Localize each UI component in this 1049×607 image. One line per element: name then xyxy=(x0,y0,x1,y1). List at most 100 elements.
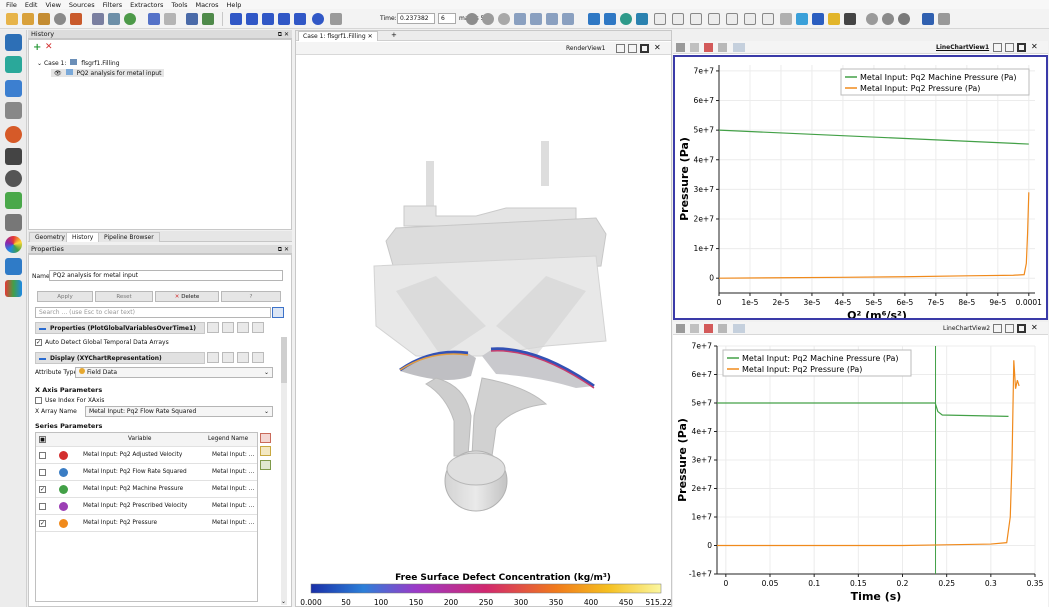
last-frame-icon[interactable] xyxy=(294,13,306,25)
animation-settings-icon[interactable] xyxy=(330,13,342,25)
tool-icon-10[interactable] xyxy=(812,13,824,25)
scrollbar-track[interactable] xyxy=(281,383,287,605)
chart-icon-2[interactable] xyxy=(672,13,684,25)
time-input[interactable]: 0.237382 xyxy=(397,13,435,24)
tool-icon-15[interactable] xyxy=(898,13,910,25)
chevron-down-icon[interactable]: ⌄ xyxy=(37,60,43,67)
tool-icon-9[interactable] xyxy=(796,13,808,25)
panel-controls-icon[interactable]: ⧉ ✕ xyxy=(277,246,289,253)
tab-history[interactable]: History xyxy=(66,232,100,242)
reset-camera-icon[interactable] xyxy=(186,13,198,25)
axis-x-icon[interactable] xyxy=(514,13,526,25)
close-icon[interactable]: ✕ xyxy=(1031,323,1038,332)
maximize-icon[interactable] xyxy=(1017,324,1026,333)
table-icon[interactable] xyxy=(5,258,22,275)
help-button[interactable]: ? xyxy=(221,291,281,302)
close-icon[interactable]: ✕ xyxy=(1031,42,1038,51)
tree-analysis-row[interactable]: 👁 PQ2 analysis for metal input xyxy=(51,69,165,77)
split-horizontal-icon[interactable] xyxy=(993,43,1002,52)
chart-option-icon[interactable] xyxy=(733,43,745,52)
filter-clip-icon[interactable] xyxy=(620,13,632,25)
chart-icon-1[interactable] xyxy=(654,13,666,25)
menu-file[interactable]: File xyxy=(6,0,17,9)
open-folder-icon[interactable] xyxy=(22,13,34,25)
graph-icon[interactable] xyxy=(5,192,22,209)
chart-option-icon[interactable] xyxy=(676,324,685,333)
chart-icon-7[interactable] xyxy=(762,13,774,25)
scrollbar-thumb[interactable] xyxy=(281,337,287,383)
split-vertical-icon[interactable] xyxy=(1005,324,1014,333)
tool-icon-13[interactable] xyxy=(866,13,878,25)
series-color-swatch[interactable] xyxy=(59,451,68,460)
series-checkbox[interactable]: ✓ xyxy=(39,486,46,493)
text-icon[interactable] xyxy=(5,214,22,231)
filter-calculator-icon[interactable] xyxy=(588,13,600,25)
scroll-down-icon[interactable]: ⌄ xyxy=(281,598,287,605)
chart-option-icon[interactable] xyxy=(718,324,727,333)
loop-icon[interactable] xyxy=(312,13,324,25)
tool-icon-17[interactable] xyxy=(938,13,950,25)
series-color-swatch[interactable] xyxy=(59,468,68,477)
copy-icon[interactable] xyxy=(207,322,219,333)
undo-icon[interactable] xyxy=(148,13,160,25)
surface-view-icon[interactable] xyxy=(482,13,494,25)
menu-sources[interactable]: Sources xyxy=(68,0,95,9)
save-defaults-icon[interactable] xyxy=(252,322,264,333)
filter-contour-icon[interactable] xyxy=(604,13,616,25)
paste-icon[interactable] xyxy=(222,352,234,363)
close-icon[interactable]: ✕ xyxy=(367,33,373,40)
display-section-header[interactable]: Display (XYChartRepresentation) xyxy=(35,352,205,364)
series-filter-icon[interactable] xyxy=(260,460,271,470)
search-input[interactable]: Search ... (use Esc to clear text) xyxy=(35,307,271,318)
series-color-swatch[interactable] xyxy=(59,519,68,528)
properties-section-header[interactable]: Properties (PlotGlobalVariablesOverTime1… xyxy=(35,322,205,334)
axis-y-icon[interactable] xyxy=(530,13,542,25)
tab-geometry[interactable]: Geometry xyxy=(29,232,71,242)
geometry-icon[interactable] xyxy=(5,34,22,51)
mesh-icon[interactable] xyxy=(5,56,22,73)
open-file-icon[interactable] xyxy=(6,13,18,25)
tab-pipeline-browser[interactable]: Pipeline Browser xyxy=(98,232,160,242)
chart-icon-4[interactable] xyxy=(708,13,720,25)
series-row[interactable]: ✓ Metal Input: Pq2 Pressure Metal Input:… xyxy=(36,515,257,532)
series-checkbox[interactable] xyxy=(39,503,46,510)
refresh-icon[interactable] xyxy=(237,322,249,333)
histogram-icon[interactable] xyxy=(5,280,22,297)
split-horizontal-icon[interactable] xyxy=(993,324,1002,333)
advanced-gear-icon[interactable] xyxy=(272,307,284,318)
menu-filters[interactable]: Filters xyxy=(102,0,123,9)
first-frame-icon[interactable] xyxy=(230,13,242,25)
series-color-icon[interactable] xyxy=(260,433,271,443)
chart-option-icon[interactable] xyxy=(718,43,727,52)
tool-icon-8[interactable] xyxy=(780,13,792,25)
chart2-canvas[interactable]: -1e+7 0 1e+7 2e+7 3e+7 4e+7 5e+7 6e+7 7e+7 0 0.05 0… xyxy=(673,336,1048,607)
series-row[interactable]: ✓ Metal Input: Pq2 Machine Pressure Meta… xyxy=(36,481,257,498)
copy-icon[interactable] xyxy=(207,352,219,363)
menu-tools[interactable]: Tools xyxy=(171,0,188,9)
connect-icon[interactable] xyxy=(54,13,66,25)
chart-option-icon[interactable] xyxy=(690,324,699,333)
redo-icon[interactable] xyxy=(164,13,176,25)
chart-option-icon[interactable] xyxy=(733,324,745,333)
filter-slice-icon[interactable] xyxy=(636,13,648,25)
series-color-swatch[interactable] xyxy=(59,485,68,494)
menu-edit[interactable]: Edit xyxy=(24,0,38,9)
macro-icon[interactable] xyxy=(108,13,120,25)
series-row[interactable]: Metal Input: Pq2 Prescribed Velocity Met… xyxy=(36,498,257,515)
chart-icon-6[interactable] xyxy=(744,13,756,25)
name-input[interactable]: PQ2 analysis for metal input xyxy=(49,270,283,281)
save-icon[interactable] xyxy=(38,13,50,25)
render-tab[interactable]: Case 1: flsgrf1.Filling ✕ xyxy=(298,31,378,41)
casting-model[interactable] xyxy=(373,141,607,512)
series-sort-icon[interactable] xyxy=(260,446,271,456)
probe-icon[interactable] xyxy=(5,102,22,119)
eye-icon[interactable]: 👁 xyxy=(54,70,62,77)
series-row[interactable]: Metal Input: Pq2 Adjusted Velocity Metal… xyxy=(36,447,257,464)
search-icon[interactable] xyxy=(5,170,22,187)
next-frame-icon[interactable] xyxy=(278,13,290,25)
series-checkbox[interactable] xyxy=(39,469,46,476)
select-all-checkbox[interactable]: ■ xyxy=(39,436,46,443)
menu-extractors[interactable]: Extractors xyxy=(130,0,164,9)
series-checkbox[interactable]: ✓ xyxy=(39,520,46,527)
camera-icon[interactable] xyxy=(92,13,104,25)
